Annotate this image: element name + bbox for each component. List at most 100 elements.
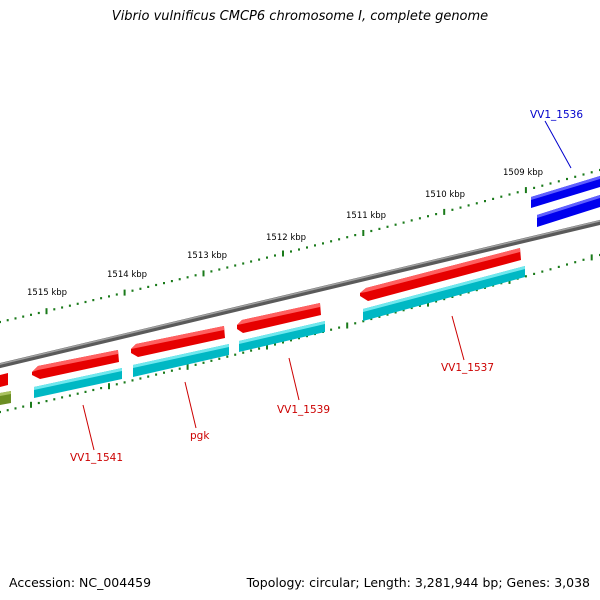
minor-tick — [298, 337, 300, 340]
scale-label-1512: 1512 kbp — [266, 233, 306, 243]
minor-tick — [115, 293, 118, 296]
gene-label-pgk[interactable]: pgk — [190, 430, 210, 442]
leader-vv1-1539 — [288, 357, 300, 401]
gene-vv1-1539[interactable] — [237, 303, 325, 352]
major-tick — [282, 250, 284, 257]
minor-tick — [500, 195, 503, 198]
minor-tick — [14, 317, 17, 320]
minor-tick — [484, 200, 486, 203]
gene-partial-left[interactable] — [0, 373, 11, 405]
minor-tick — [314, 244, 316, 247]
minor-tick — [508, 193, 511, 196]
minor-tick — [194, 363, 197, 366]
minor-tick — [590, 171, 593, 174]
minor-tick — [459, 293, 462, 296]
minor-tick — [524, 275, 527, 278]
minor-tick — [386, 313, 389, 316]
major-tick — [123, 289, 126, 296]
major-tick — [108, 383, 110, 390]
genome-backbone — [0, 219, 600, 369]
minor-tick — [147, 285, 150, 288]
minor-tick — [298, 248, 300, 251]
gene-label-vv1-1537[interactable]: VV1_1537 — [441, 362, 494, 374]
gene-vv1-1541[interactable] — [32, 350, 122, 398]
major-tick — [590, 254, 593, 261]
minor-tick — [410, 306, 413, 310]
minor-tick — [354, 322, 357, 325]
scale-label-1511: 1511 kbp — [346, 211, 386, 221]
minor-tick — [266, 256, 268, 259]
minor-tick — [338, 238, 341, 241]
minor-tick — [68, 394, 71, 397]
minor-tick — [274, 254, 276, 257]
major-tick — [362, 230, 365, 236]
map-title: Vibrio vulnificus CMCP6 chromosome I, co… — [111, 9, 489, 24]
major-tick — [30, 401, 32, 408]
minor-tick — [84, 300, 87, 304]
minor-tick — [475, 202, 478, 205]
minor-tick — [394, 311, 397, 314]
minor-tick — [6, 409, 9, 412]
minor-tick — [131, 379, 134, 382]
minor-tick — [541, 184, 544, 187]
minor-tick — [163, 282, 165, 285]
minor-tick — [234, 353, 237, 356]
gene-label-vv1-1541[interactable]: VV1_1541 — [70, 452, 123, 464]
minor-tick — [418, 217, 421, 220]
minor-tick — [163, 371, 165, 374]
minor-tick — [290, 339, 292, 342]
minor-tick — [139, 287, 142, 290]
major-tick — [45, 308, 48, 315]
leader-vv1-1537 — [451, 315, 465, 361]
minor-tick — [533, 272, 536, 275]
minor-tick — [210, 270, 213, 273]
minor-tick — [330, 328, 333, 331]
minor-tick — [443, 298, 446, 301]
gene-vv1-1536[interactable] — [531, 176, 600, 227]
leader-pgk — [184, 381, 197, 429]
minor-tick — [170, 369, 173, 372]
minor-tick — [516, 191, 519, 194]
minor-tick — [37, 311, 40, 315]
minor-tick — [0, 410, 1, 414]
minor-tick — [218, 357, 221, 360]
leader-vv1-1536 — [544, 120, 572, 169]
scale-label-1509: 1509 kbp — [503, 168, 543, 178]
minor-tick — [451, 208, 454, 211]
minor-tick — [210, 359, 213, 362]
minor-tick — [250, 260, 253, 263]
minor-tick — [492, 197, 495, 200]
minor-tick — [30, 313, 32, 316]
minor-tick — [14, 407, 17, 410]
minor-tick — [418, 304, 421, 307]
minor-tick — [582, 173, 585, 176]
minor-tick — [338, 326, 341, 329]
minor-tick — [274, 343, 276, 346]
gene-label-vv1-1539[interactable]: VV1_1539 — [277, 404, 330, 416]
minor-tick — [131, 289, 134, 292]
outer-scale-ticks — [0, 168, 600, 324]
minor-tick — [566, 177, 568, 181]
accession-text: Accession: NC_004459 — [9, 575, 152, 590]
minor-tick — [100, 387, 103, 390]
minor-tick — [346, 236, 349, 239]
gene-vv1-1537[interactable] — [360, 248, 525, 321]
minor-tick — [467, 204, 470, 207]
minor-tick — [378, 315, 381, 318]
minor-tick — [370, 317, 373, 321]
major-tick — [266, 343, 268, 350]
minor-tick — [147, 375, 150, 378]
minor-tick — [566, 263, 568, 266]
minor-tick — [45, 400, 48, 403]
gene-pgk[interactable] — [131, 326, 229, 377]
gene-label-vv1-1536[interactable]: VV1_1536 — [530, 109, 583, 121]
minor-tick — [194, 274, 197, 277]
minor-tick — [582, 258, 585, 261]
minor-tick — [218, 268, 221, 271]
minor-tick — [435, 300, 438, 303]
minor-tick — [178, 367, 181, 370]
major-tick — [346, 322, 349, 329]
major-tick — [186, 363, 189, 370]
minor-tick — [306, 246, 308, 249]
minor-tick — [370, 229, 373, 233]
